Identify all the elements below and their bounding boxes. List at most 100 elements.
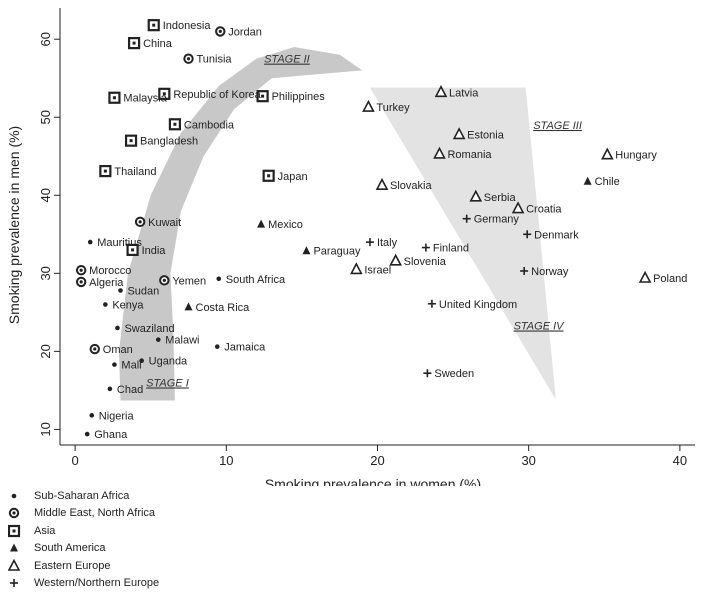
point-label: Indonesia [163, 20, 212, 32]
point-marker-dot [11, 493, 17, 499]
point-marker-dot [118, 288, 123, 293]
legend-marker-icon [8, 508, 20, 519]
point-label: Morocco [89, 265, 131, 277]
point-label: Tunisia [197, 54, 233, 66]
point-marker-triangle [184, 302, 193, 311]
legend-item: Eastern Europe [8, 557, 159, 575]
y-tick-label: 60 [38, 32, 53, 46]
point-marker-square [99, 164, 112, 178]
point-label: Swaziland [124, 323, 174, 335]
legend-item: Sub-Saharan Africa [8, 487, 159, 505]
point-marker-plus [462, 214, 471, 223]
point-marker-tri-open [350, 262, 363, 275]
legend-label: Eastern Europe [34, 559, 111, 572]
point-marker-tri-open [433, 146, 446, 159]
point-label: Philippines [272, 91, 326, 103]
point-label: Hungary [615, 150, 657, 162]
stage-label: STAGE IV [514, 321, 566, 333]
legend-label: Western/Northern Europe [34, 577, 160, 590]
stage-label: STAGE I [146, 377, 189, 389]
point-marker-plus [423, 369, 432, 378]
x-tick-label: 10 [219, 453, 233, 468]
point-marker-ring [8, 508, 20, 519]
point-label: Slovenia [404, 256, 447, 268]
point-label: Denmark [534, 229, 579, 241]
legend-marker-icon [10, 579, 18, 588]
point-marker-triangle [583, 176, 592, 185]
data-points [75, 19, 652, 437]
point-label: Costa Rica [196, 302, 251, 314]
point-marker-ring [215, 26, 226, 37]
point-label: Ghana [94, 429, 128, 441]
point-marker-tri-open [600, 147, 614, 160]
point-label: Israel [364, 264, 391, 276]
legend-item: Western/Northern Europe [8, 575, 159, 593]
point-marker-ring [159, 275, 170, 286]
legend-marker-icon [8, 558, 21, 571]
point-marker-dot [87, 239, 93, 245]
legend-label: Sub-Saharan Africa [34, 489, 130, 502]
point-marker-plus [365, 238, 374, 247]
point-label: Italy [377, 237, 398, 249]
point-label: South Africa [226, 274, 286, 286]
point-marker-dot [84, 431, 90, 437]
point-marker-dot [107, 386, 113, 392]
point-label: China [143, 38, 173, 50]
point-label: Germany [474, 214, 520, 226]
point-marker-triangle [257, 219, 266, 228]
point-label: Cambodia [184, 119, 235, 131]
y-tick-label: 20 [38, 344, 53, 358]
point-label: Algeria [89, 277, 124, 289]
point-marker-dot [139, 358, 144, 364]
y-tick-label: 40 [38, 188, 53, 202]
point-marker-tri-open [8, 558, 21, 571]
point-label: Mauritius [97, 237, 142, 249]
x-tick-label: 20 [370, 453, 384, 468]
stage-label: STAGE III [533, 120, 582, 132]
point-label: Uganda [149, 356, 188, 368]
point-marker-square [127, 37, 141, 50]
point-label: Estonia [467, 129, 505, 141]
point-label: Croatia [526, 204, 562, 216]
point-label: Bangladesh [140, 136, 198, 148]
legend-item: South America [8, 540, 159, 558]
point-marker-plus [10, 579, 18, 588]
point-label: Kenya [112, 300, 144, 312]
point-label: Oman [103, 344, 133, 356]
point-marker-tri-open [469, 189, 483, 202]
point-marker-square [262, 169, 275, 182]
point-label: Kuwait [148, 217, 181, 229]
point-marker-ring [183, 53, 194, 64]
stage-label: STAGE II [264, 54, 310, 66]
point-marker-dot [103, 302, 108, 307]
legend-label: Middle East, North Africa [34, 507, 156, 520]
point-marker-plus [421, 243, 430, 252]
y-axis-title: Smoking prevalence in men (%) [6, 126, 22, 324]
point-marker-square [124, 134, 138, 147]
scatter-chart: 0 10 20 30 40 10 20 30 40 50 60 Mauritius Sudan Keny… [6, 8, 695, 486]
point-marker-tri-open [511, 201, 525, 214]
point-marker-dot [155, 337, 161, 342]
point-marker-square [8, 524, 21, 537]
point-label: Chile [595, 176, 620, 188]
point-marker-dot [89, 413, 95, 418]
point-marker-plus [427, 299, 436, 308]
point-marker-square [168, 118, 182, 131]
legend-label: South America [34, 542, 106, 555]
point-label: Slovakia [390, 180, 432, 192]
y-tick-label: 30 [38, 266, 53, 280]
point-marker-dot [214, 344, 220, 349]
point-label: Jordan [228, 26, 262, 38]
point-marker-square [256, 90, 269, 103]
x-tick-label: 30 [521, 453, 535, 468]
y-tick-label: 10 [38, 422, 53, 436]
point-marker-tri-open [434, 85, 448, 98]
point-label: Republic of Korea [173, 89, 261, 101]
point-marker-plus [520, 266, 529, 275]
point-label: Finland [433, 243, 469, 255]
point-label: India [142, 245, 167, 257]
point-marker-dot [216, 276, 222, 282]
point-marker-ring [75, 265, 87, 276]
point-label: Turkey [376, 102, 410, 114]
